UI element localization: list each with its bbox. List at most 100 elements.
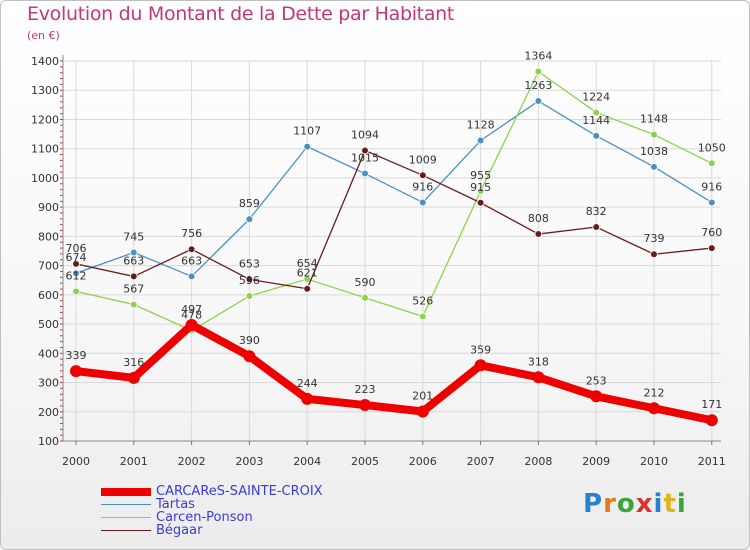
- data-label: 1094: [351, 128, 379, 141]
- data-label: 1224: [582, 90, 610, 103]
- data-point: [127, 371, 140, 384]
- data-label: 745: [123, 230, 144, 243]
- data-label: 339: [66, 349, 87, 362]
- data-label: 756: [181, 227, 202, 240]
- grid: [63, 60, 721, 442]
- x-tick-label: 2001: [120, 455, 148, 468]
- data-point: [130, 248, 138, 257]
- data-label: 916: [412, 180, 433, 193]
- series-line: [75, 70, 713, 332]
- data-label: 663: [123, 254, 144, 267]
- data-point: [707, 159, 716, 168]
- data-label: 201: [412, 389, 433, 402]
- x-tick-label: 2003: [235, 455, 263, 468]
- data-label: 596: [239, 274, 260, 287]
- y-tick-label: 600: [38, 289, 59, 302]
- data-label: 832: [586, 205, 607, 218]
- data-label: 1107: [293, 125, 321, 138]
- data-label: 171: [701, 398, 722, 411]
- y-tick-label: 1100: [31, 143, 59, 156]
- x-tick-label: 2011: [698, 455, 726, 468]
- data-point: [187, 245, 196, 254]
- y-tick-label: 500: [38, 318, 59, 331]
- data-point: [534, 230, 543, 238]
- data-point: [72, 260, 80, 268]
- data-point: [361, 169, 369, 178]
- y-tick-label: 1300: [31, 84, 59, 97]
- logo-letter: o: [616, 489, 636, 519]
- y-tick-label: 200: [38, 406, 59, 419]
- y-tick-label: 300: [38, 377, 59, 390]
- data-point: [245, 292, 254, 300]
- data-label: 244: [297, 377, 318, 390]
- series-line: [72, 320, 716, 425]
- data-point: [301, 392, 314, 405]
- data-point: [476, 198, 485, 207]
- data-point: [590, 390, 603, 403]
- legend-label: CARCAReS-SAINTE-CROIX: [156, 484, 323, 499]
- y-tick-label: 800: [38, 230, 59, 243]
- data-label: 760: [701, 226, 722, 239]
- data-label: 567: [123, 282, 144, 295]
- data-point: [418, 198, 427, 207]
- data-label: 478: [181, 309, 202, 322]
- data-point: [650, 163, 658, 171]
- legend-label: Bégaar: [156, 523, 203, 538]
- data-point: [592, 108, 600, 117]
- logo-letter: t: [663, 489, 677, 519]
- data-label: 612: [66, 269, 87, 282]
- legend-label: Carcen-Ponson: [156, 510, 253, 525]
- logo-letter: P: [583, 489, 604, 519]
- data-point: [534, 67, 543, 76]
- legend-label: Tartas: [156, 497, 195, 512]
- legend-item: Tartas: [101, 498, 323, 511]
- data-label: 653: [239, 257, 260, 270]
- x-tick-label: 2009: [582, 455, 610, 468]
- data-point: [359, 399, 371, 412]
- data-point: [648, 402, 660, 415]
- data-point: [130, 272, 138, 281]
- legend-item: CARCAReS-SAINTE-CROIX: [101, 485, 323, 498]
- x-tick-label: 2004: [293, 455, 321, 468]
- data-label: 955: [470, 169, 491, 182]
- x-tick-label: 2006: [409, 455, 437, 468]
- data-point: [707, 198, 716, 207]
- data-label: 1050: [698, 141, 726, 154]
- data-label: 916: [701, 180, 722, 193]
- y-tick-label: 1400: [31, 55, 59, 68]
- data-label: 359: [470, 343, 491, 356]
- legend: CARCAReS-SAINTE-CROIX Tartas Carcen-Ponson…: [101, 485, 323, 537]
- data-label: 390: [239, 334, 260, 347]
- data-label: 1015: [351, 152, 379, 165]
- series-line: [75, 100, 713, 278]
- data-label: 915: [470, 181, 491, 194]
- data-point: [476, 187, 485, 195]
- data-label: 223: [355, 383, 376, 396]
- data-point: [303, 142, 312, 151]
- data-label: 1263: [524, 79, 552, 92]
- data-label: 1009: [409, 153, 437, 166]
- proxiti-logo: Proxiti: [583, 489, 687, 519]
- data-label: 663: [181, 254, 202, 267]
- data-point: [476, 136, 485, 145]
- data-label: 1144: [582, 114, 610, 127]
- data-label: 808: [528, 212, 549, 225]
- y-tick-label: 700: [38, 260, 59, 273]
- data-label: 739: [644, 232, 665, 245]
- data-label: 526: [412, 294, 433, 307]
- data-label: 621: [297, 267, 318, 280]
- data-label: 654: [297, 257, 318, 270]
- data-label: 497: [181, 303, 202, 316]
- x-tick-label: 2000: [62, 455, 90, 468]
- data-point: [130, 300, 138, 309]
- y-tick-label: 900: [38, 201, 59, 214]
- data-point: [534, 97, 543, 105]
- data-label: 1128: [467, 119, 495, 132]
- chart-title: Evolution du Montant de la Dette par Hab…: [27, 3, 455, 25]
- data-label: 590: [355, 276, 376, 289]
- series: [70, 67, 718, 427]
- data-label: 1364: [524, 50, 552, 63]
- x-tick-label: 2002: [178, 455, 206, 468]
- data-point: [72, 287, 80, 296]
